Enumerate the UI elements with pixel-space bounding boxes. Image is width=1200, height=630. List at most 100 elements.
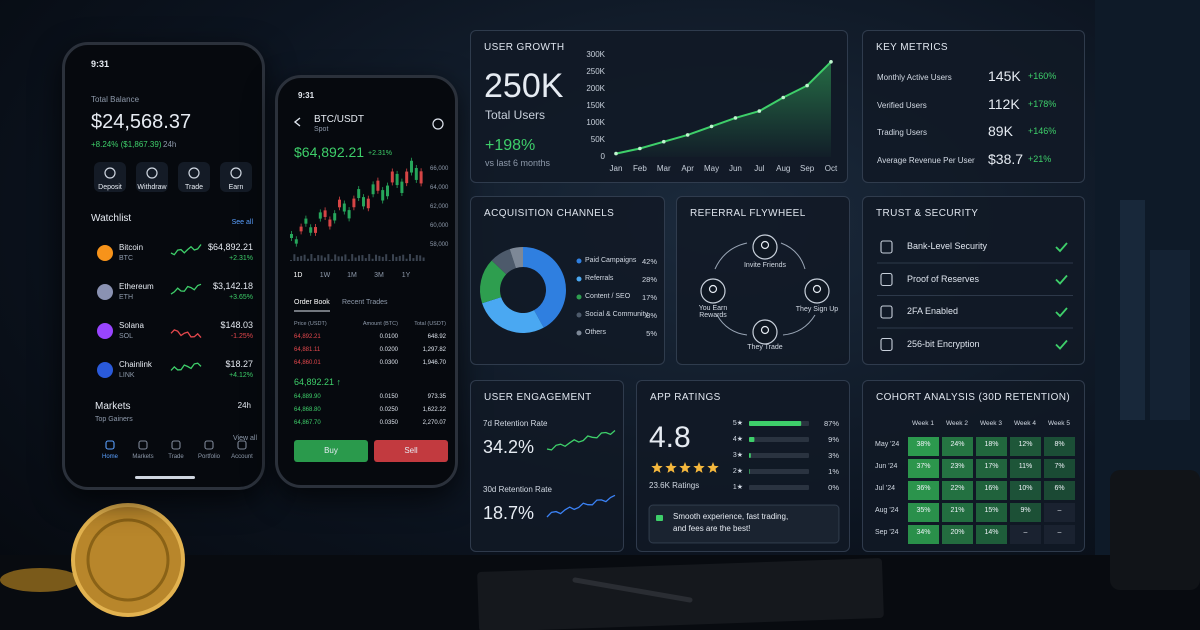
graphic — [877, 240, 1073, 352]
metric-change: +178% — [1028, 98, 1057, 109]
candle-body — [400, 181, 404, 193]
star — [679, 462, 691, 473]
column-header: Week 2 — [946, 420, 968, 427]
action-label[interactable]: Trade — [184, 184, 204, 191]
tab[interactable]: Recent Trades — [342, 299, 388, 306]
step-icon — [700, 278, 726, 304]
nav-item[interactable]: Trade — [168, 454, 184, 460]
legend-label: Social & Community — [585, 311, 649, 318]
acquisition-panel: ACQUISITION CHANNELS Paid Campaigns 42% Ref… — [470, 196, 665, 365]
cell-value: 9% — [1020, 507, 1031, 514]
candle-body — [352, 198, 356, 208]
column-header: Week 1 — [912, 420, 934, 427]
legend-dot — [576, 276, 582, 282]
item-icon — [880, 337, 893, 352]
check — [1055, 274, 1068, 285]
candle-body — [318, 212, 322, 219]
action-icon — [146, 167, 158, 179]
volume-bar — [303, 254, 306, 261]
volume-bar — [395, 256, 398, 261]
volume-bar — [307, 258, 309, 261]
star — [693, 462, 705, 473]
volume-bar — [347, 259, 350, 261]
range-option[interactable]: 1D — [293, 272, 303, 279]
coin-sparkline — [170, 362, 202, 371]
y-tick-label: 50K — [590, 135, 605, 144]
star-label: 5★ — [732, 420, 743, 427]
volume-bar — [310, 254, 313, 261]
metric-value: 145K — [988, 68, 1021, 84]
cohort-cell — [1010, 525, 1041, 544]
range-option[interactable]: 3M — [374, 272, 384, 279]
nav-item[interactable]: Markets — [132, 454, 154, 460]
key-metrics-panel: KEY METRICS Monthly Active Users 145K +160%… — [862, 30, 1085, 183]
nav-item[interactable]: Home — [101, 454, 119, 460]
total-users: 250K — [484, 67, 564, 105]
legend-value: 28% — [641, 275, 657, 284]
nav-icon — [204, 440, 214, 450]
panel-title: COHORT ANALYSIS (30D RETENTION) — [876, 392, 1071, 403]
cell-value: 24% — [950, 441, 965, 448]
y-tick-label: 0 — [600, 152, 605, 161]
point — [638, 146, 642, 151]
coin-change: +3.65% — [229, 294, 253, 301]
graphic — [290, 117, 444, 312]
buy-button[interactable]: Buy — [294, 440, 368, 462]
action-button — [94, 162, 126, 192]
phone-wallet: 9:31 Total Balance $24,568.37 +8.24% ($1,86… — [62, 42, 265, 490]
candle-body — [410, 160, 413, 173]
metric-value: 34.2% — [483, 437, 535, 457]
action-label[interactable]: Earn — [228, 184, 244, 191]
bid-cell: 0.0250 — [379, 407, 398, 413]
metric-label: Monthly Active Users — [877, 73, 952, 82]
cohort-cell — [908, 481, 939, 500]
x-tick-label: Sep — [799, 164, 815, 173]
volume-bar — [422, 257, 425, 261]
cohort-cell — [976, 437, 1007, 456]
volume-bar — [344, 254, 347, 261]
building — [1150, 250, 1190, 420]
volume-bar — [358, 255, 360, 261]
panel-title: USER GROWTH — [484, 42, 565, 53]
tab[interactable]: Order Book — [294, 299, 330, 306]
cohort-cell — [942, 481, 973, 500]
volume-bar — [324, 257, 326, 261]
volume-bar — [313, 258, 316, 261]
point — [614, 151, 618, 156]
legend-dot — [576, 294, 582, 300]
row-label: Aug '24 — [875, 507, 899, 514]
graphic — [546, 430, 616, 518]
action-label[interactable]: Deposit — [98, 184, 122, 191]
range-option[interactable]: 1M — [347, 272, 357, 279]
coin-icon — [97, 284, 113, 300]
metric-label: 30d Retention Rate — [483, 485, 552, 494]
cell-value: 22% — [950, 485, 965, 492]
candle-body — [314, 227, 317, 233]
sell-button[interactable]: Sell — [374, 440, 448, 462]
coin-price: $64,892.21 — [207, 242, 253, 252]
coin-symbol: BTC — [119, 255, 133, 262]
nav-item[interactable]: Account — [231, 454, 253, 460]
rating-score: 4.8 — [649, 421, 691, 454]
coin-price: $18.27 — [225, 359, 253, 369]
range-option[interactable]: 1Y — [401, 272, 411, 279]
nav-icon — [171, 440, 181, 450]
phone-trading: 9:31 BTC/USDT Spot $64,892.21 +2.31% 66,000 64… — [275, 75, 458, 488]
cohort-cell — [1010, 437, 1041, 456]
cell-value: 8% — [1054, 441, 1065, 448]
column-header: Week 3 — [980, 420, 1002, 427]
point — [733, 116, 738, 120]
point — [757, 109, 762, 113]
check — [1055, 242, 1068, 253]
nav-item[interactable]: Portfolio — [197, 454, 221, 460]
donut-slice — [509, 247, 523, 269]
flow-arrow — [782, 314, 816, 336]
price-change: +2.31% — [368, 150, 392, 157]
action-label[interactable]: Withdraw — [137, 184, 167, 191]
coin-symbol: ETH — [119, 294, 133, 301]
markets-period: 24h — [237, 401, 251, 410]
graphic — [700, 234, 830, 345]
x-tick-label: May — [703, 164, 720, 173]
range-option[interactable]: 1W — [319, 272, 331, 279]
action-icon — [104, 167, 116, 179]
